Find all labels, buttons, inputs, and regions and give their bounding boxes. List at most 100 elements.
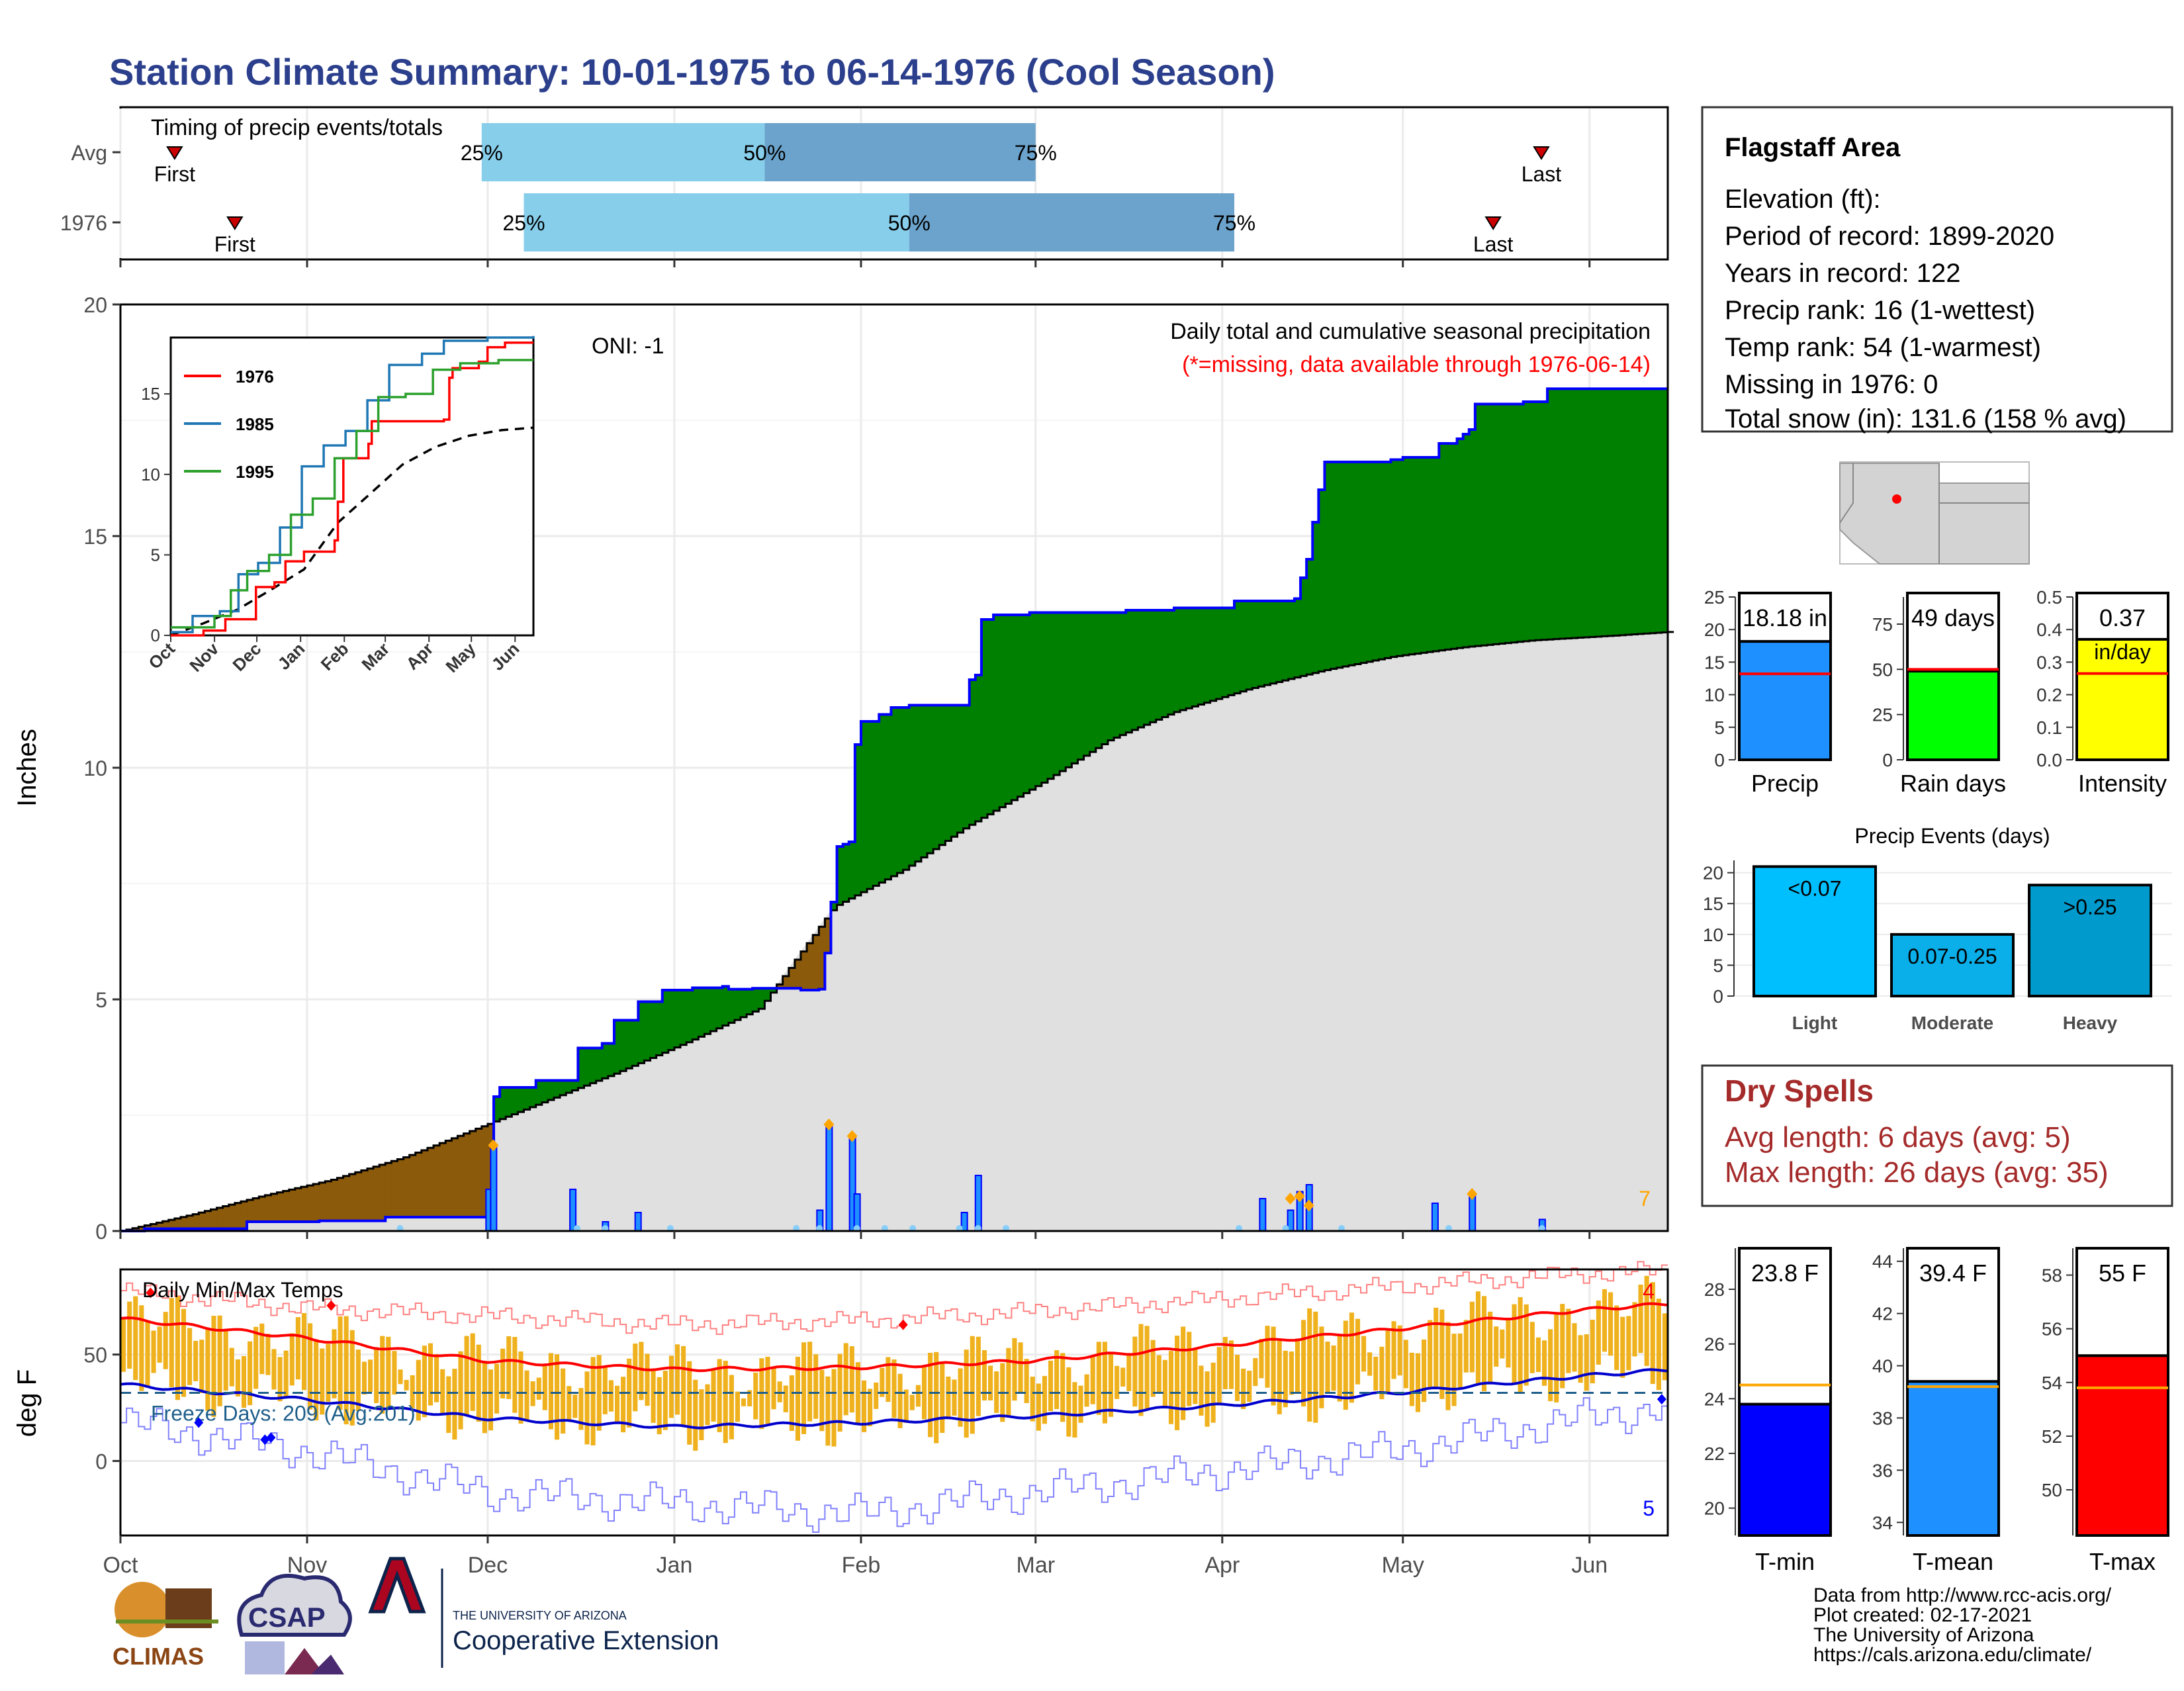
daily-temp-range-bar (1379, 1346, 1385, 1400)
daily-temp-range-bar (831, 1369, 837, 1447)
surplus-segment (1342, 462, 1349, 667)
y-tick-label: 28 (1704, 1279, 1725, 1300)
ua-logo-small: THE UNIVERSITY OF ARIZONA (453, 1609, 627, 1622)
daily-temp-range-bar (361, 1361, 367, 1395)
daily-temp-range-bar (1054, 1350, 1060, 1410)
deficit-segment (397, 1159, 404, 1217)
daily-temp-range-bar (211, 1316, 216, 1417)
daily-temp-range-bar (446, 1376, 451, 1434)
surplus-segment (1408, 457, 1416, 655)
y-tick-label: 40 (1872, 1356, 1893, 1377)
surplus-segment (1451, 443, 1458, 649)
value-label-box (1738, 592, 1832, 643)
daily-temp-range-bar (1391, 1321, 1396, 1379)
daily-temp-range-bar (259, 1323, 265, 1375)
y-tick-label: 44 (1872, 1252, 1893, 1272)
daily-temp-range-bar (578, 1388, 584, 1430)
value-bar (1906, 670, 2000, 761)
surplus-segment (644, 1001, 651, 1061)
surplus-segment (1023, 615, 1030, 794)
deficit-segment (240, 1201, 248, 1229)
dry-spells-box: Dry Spells Avg length: 6 days (avg: 5) M… (1701, 1064, 2173, 1207)
surplus-segment (1348, 462, 1355, 666)
deficit-segment (433, 1145, 440, 1217)
deficit-segment (800, 951, 807, 990)
surplus-segment (529, 1087, 537, 1107)
daily-temp-range-bar (849, 1346, 854, 1413)
surplus-segment (1312, 522, 1319, 673)
surplus-segment (1114, 612, 1120, 738)
record-marker (898, 1319, 908, 1330)
surplus-segment (1294, 598, 1301, 678)
surplus-segment (722, 986, 729, 1026)
surplus-segment (1174, 608, 1181, 712)
surplus-segment (741, 989, 747, 1017)
daily-temp-range-bar (1120, 1367, 1126, 1387)
surplus-segment (1192, 608, 1199, 707)
surplus-segment (656, 1001, 663, 1056)
daily-temp-range-bar (1494, 1326, 1499, 1367)
daily-temp-range-bar (1439, 1309, 1445, 1399)
y-tick-label: 0.1 (2036, 717, 2062, 738)
surplus-segment (698, 987, 705, 1037)
daily-temp-range-bar (584, 1371, 590, 1445)
daily-temp-range-bar (289, 1333, 295, 1386)
bar-chart-name: T-min (1755, 1548, 1815, 1575)
surplus-segment (1186, 608, 1193, 709)
deficit-segment (180, 1216, 187, 1229)
surplus-segment (1126, 610, 1132, 733)
daily-temp-range-bar (542, 1364, 547, 1410)
daily-temp-range-bar (1409, 1352, 1414, 1406)
daily-temp-range-bar (518, 1351, 523, 1424)
surplus-segment (1565, 388, 1572, 639)
x-tick-label: Nov (287, 1553, 327, 1578)
surplus-segment (1330, 462, 1338, 669)
deficit-segment (300, 1187, 308, 1222)
surplus-segment (1107, 612, 1115, 741)
surplus-segment (945, 705, 952, 841)
daily-temp-range-bar (422, 1346, 427, 1418)
daily-precip-bar (569, 1189, 577, 1232)
daily-temp-range-bar (428, 1343, 433, 1406)
first-event-marker (166, 146, 183, 160)
deficit-segment (379, 1164, 386, 1221)
surplus-segment (632, 1020, 639, 1066)
bar-chart-name: T-mean (1913, 1548, 1993, 1575)
daily-temp-range-bar (1614, 1305, 1619, 1370)
surplus-segment (1396, 459, 1404, 657)
daily-temp-range-bar (187, 1328, 193, 1385)
surplus-segment (584, 1048, 591, 1086)
station-location-marker (1892, 494, 1901, 504)
y-tick-label: 15 (83, 525, 107, 549)
bar-chart-name: T-max (2089, 1548, 2156, 1575)
deficit-segment (222, 1206, 230, 1229)
daily-temp-range-bar (602, 1365, 608, 1414)
info-line: Missing in 1976: 0 (1725, 370, 1938, 399)
daily-temp-range-bar (801, 1342, 807, 1434)
surplus-segment (1649, 388, 1657, 633)
daily-temp-range-bar (1626, 1316, 1631, 1371)
daily-temp-range-bar (1463, 1320, 1469, 1373)
daily-temp-range-bar (1349, 1312, 1354, 1403)
y-tick-label: 10 (83, 756, 107, 780)
last-event-label: Last (1473, 232, 1514, 256)
footer-line: Data from http://www.rcc-acis.org/ (1813, 1584, 2112, 1606)
daily-temp-range-bar (1397, 1325, 1402, 1376)
y-tick-label: 25 (1872, 705, 1893, 725)
surplus-segment (764, 988, 772, 1001)
record-marker (194, 1417, 204, 1428)
surplus-segment (885, 714, 891, 880)
y-tick-label: 5 (1713, 955, 1723, 976)
surplus-segment (1577, 388, 1584, 638)
pct-label: 50% (743, 141, 786, 165)
daily-temp-range-bar (1301, 1320, 1306, 1407)
y-tick-label: 50 (2042, 1480, 2062, 1500)
surplus-segment (1583, 388, 1590, 638)
daily-temp-range-bar (151, 1330, 156, 1373)
daily-temp-range-bar (229, 1348, 234, 1387)
surplus-segment (1559, 388, 1566, 639)
daily-temp-range-bar (308, 1323, 313, 1410)
daily-temp-range-bar (1228, 1340, 1234, 1389)
y-tick-label: 20 (1704, 1498, 1725, 1519)
surplus-segment (500, 1087, 506, 1119)
